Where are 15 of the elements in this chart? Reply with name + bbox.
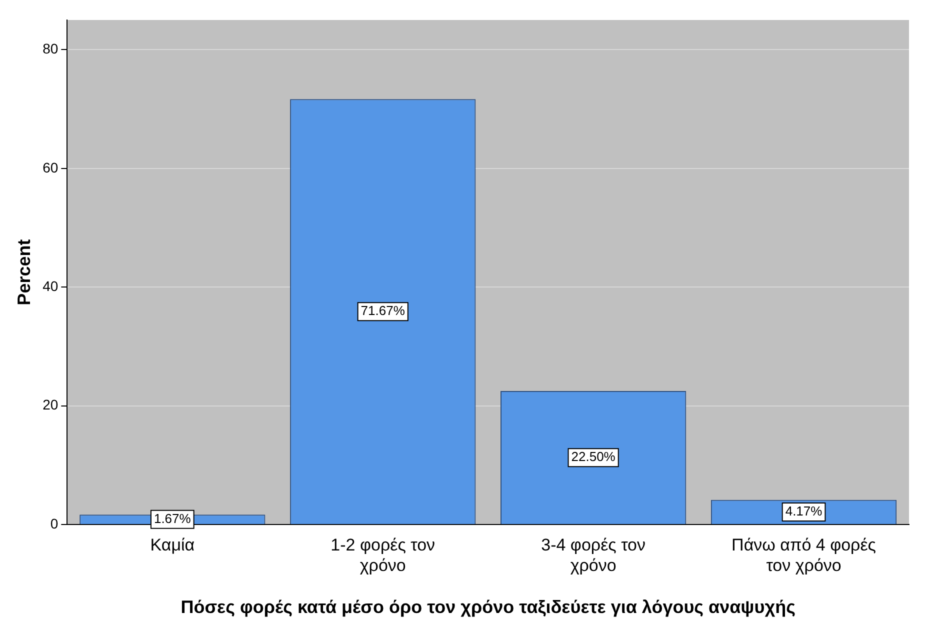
y-tick-label: 40	[42, 278, 58, 294]
x-tick-label: 3-4 φορές τον χρόνο	[541, 535, 646, 575]
x-tick-label: 1-2 φορές τον χρόνο	[330, 535, 436, 575]
y-axis-title: Percent	[14, 239, 34, 306]
data-label: 71.67%	[360, 303, 406, 318]
x-axis-title: Πόσες φορές κατά μέσο όρο τον χρόνο ταξιδεύετε για λόγους αναψυχής	[180, 597, 796, 618]
x-tick-label: Πάνω από 4 φορές τον χρόνο	[732, 535, 876, 575]
data-label: 1.67%	[154, 510, 192, 526]
data-label: 22.50%	[571, 449, 616, 464]
y-tick-label: 20	[42, 396, 58, 413]
data-label: 4.17%	[785, 504, 823, 519]
x-tick-label: Καμία	[150, 535, 195, 554]
y-tick-label: 80	[42, 40, 58, 57]
y-tick-label: 0	[50, 515, 58, 532]
y-tick-label: 60	[42, 159, 58, 176]
